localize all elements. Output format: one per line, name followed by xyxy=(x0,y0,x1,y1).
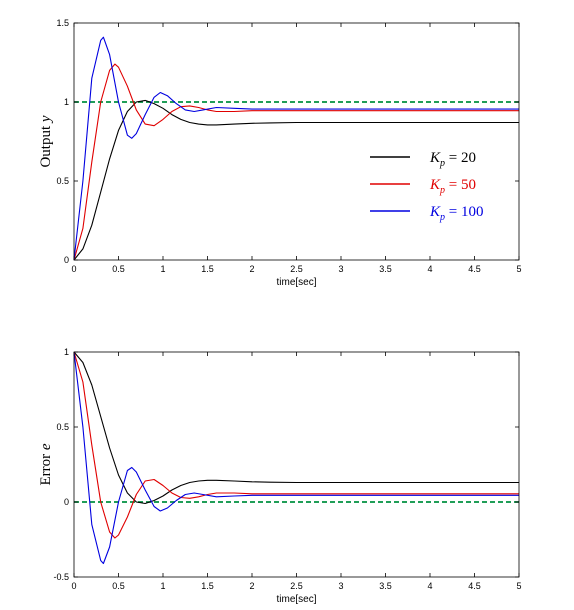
x-tick-label: 1 xyxy=(160,264,165,274)
series-line-0 xyxy=(73,99,519,261)
y-axis-label: Error e xyxy=(38,443,54,485)
x-tick-label: 1 xyxy=(160,581,165,591)
series-line-2 xyxy=(73,351,519,565)
x-tick-label: 1.5 xyxy=(201,581,214,591)
y-tick-label: 1 xyxy=(64,97,69,107)
series-line-2 xyxy=(73,36,519,261)
x-tick-label: 5 xyxy=(516,581,521,591)
y-tick-label: 1 xyxy=(64,347,69,357)
x-tick-label: 2.5 xyxy=(290,581,303,591)
y-axis-label: Output y xyxy=(38,115,54,167)
x-tick-label: 2 xyxy=(249,264,254,274)
x-tick-label: 0 xyxy=(71,264,76,274)
x-axis-label: time[sec] xyxy=(276,594,316,605)
x-tick-label: 3 xyxy=(338,581,343,591)
x-tick-label: 0.5 xyxy=(112,581,125,591)
x-tick-label: 3 xyxy=(338,264,343,274)
x-tick-label: 2.5 xyxy=(290,264,303,274)
series-line-0 xyxy=(73,351,519,505)
legend-label-0: Kp = 20 xyxy=(429,150,476,169)
x-tick-label: 3.5 xyxy=(379,264,392,274)
x-tick-label: 4 xyxy=(427,264,432,274)
y-tick-label: -0.5 xyxy=(53,572,69,582)
x-tick-label: 4.5 xyxy=(468,581,481,591)
x-tick-label: 4.5 xyxy=(468,264,481,274)
y-tick-label: 0 xyxy=(64,497,69,507)
output-chart: 0 0.5 1 1.5 2 2.5 3 3.5 4 4.5 5 0 0.5 1 1.5 time[sec] Ou… xyxy=(38,18,522,288)
legend-label-2: Kp = 100 xyxy=(429,204,483,223)
error-chart: 0 0.5 1 1.5 2 2.5 3 3.5 4 4.5 5-0.500.51time[sec]E… xyxy=(38,347,522,605)
x-tick-label: 3.5 xyxy=(379,581,392,591)
y-tick-label: 1.5 xyxy=(56,18,69,28)
plot-frame xyxy=(73,22,520,261)
y-tick-label: 0.5 xyxy=(56,422,69,432)
x-tick-label: 2 xyxy=(249,581,254,591)
plot-frame xyxy=(73,351,520,578)
legend-label-1: Kp = 50 xyxy=(429,177,476,196)
y-tick-label: 0 xyxy=(64,255,69,265)
series-line-1 xyxy=(73,351,519,539)
x-tick-label: 4 xyxy=(427,581,432,591)
x-tick-label: 0.5 xyxy=(112,264,125,274)
series-line-1 xyxy=(73,63,519,261)
x-tick-label: 1.5 xyxy=(201,264,214,274)
y-tick-label: 0.5 xyxy=(56,176,69,186)
x-tick-label: 5 xyxy=(516,264,521,274)
x-axis-label: time[sec] xyxy=(276,277,316,288)
x-tick-label: 0 xyxy=(71,581,76,591)
